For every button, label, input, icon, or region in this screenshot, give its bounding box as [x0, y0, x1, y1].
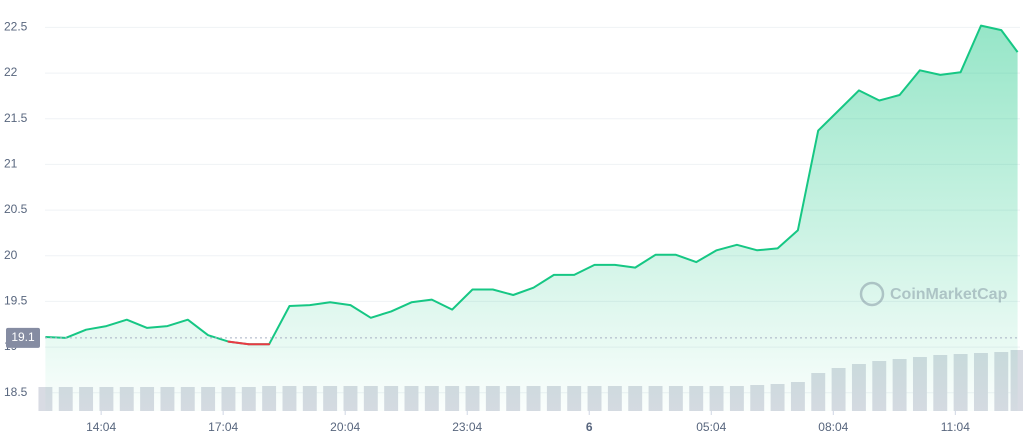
price-area — [45, 25, 1018, 411]
y-tick-label: 21 — [4, 157, 18, 171]
y-tick-label: 22.5 — [4, 20, 28, 34]
y-tick-label: 22 — [4, 65, 18, 79]
x-tick-label: 05:04 — [696, 420, 726, 434]
area — [45, 25, 1018, 411]
x-tick-label: 20:04 — [330, 420, 360, 434]
watermark-text: CoinMarketCap — [890, 286, 1008, 303]
watermark: CoinMarketCap — [859, 281, 1008, 307]
reference-label: 19.1 — [11, 330, 35, 344]
x-tick-label: 14:04 — [86, 420, 116, 434]
x-tick-label: 08:04 — [818, 420, 848, 434]
x-tick-label: 23:04 — [452, 420, 482, 434]
lines — [45, 24, 1020, 346]
y-tick-label: 19.5 — [4, 294, 28, 308]
y-tick-label: 20 — [4, 248, 18, 262]
y-tick-label: 18.5 — [4, 385, 28, 399]
y-tick-label: 21.5 — [4, 111, 28, 125]
reference-label-box — [6, 327, 40, 348]
x-tick-label: 6 — [586, 420, 593, 434]
watermark-logo — [859, 281, 885, 307]
labels: 18.51919.52020.52121.52222.514:0417:0420… — [4, 20, 970, 435]
price-line-below — [227, 340, 250, 346]
x-tick-label: 11:04 — [941, 420, 970, 434]
y-tick-label: 20.5 — [4, 202, 28, 216]
x-tick-label: 17:04 — [208, 420, 238, 434]
price-line — [45, 24, 1019, 346]
